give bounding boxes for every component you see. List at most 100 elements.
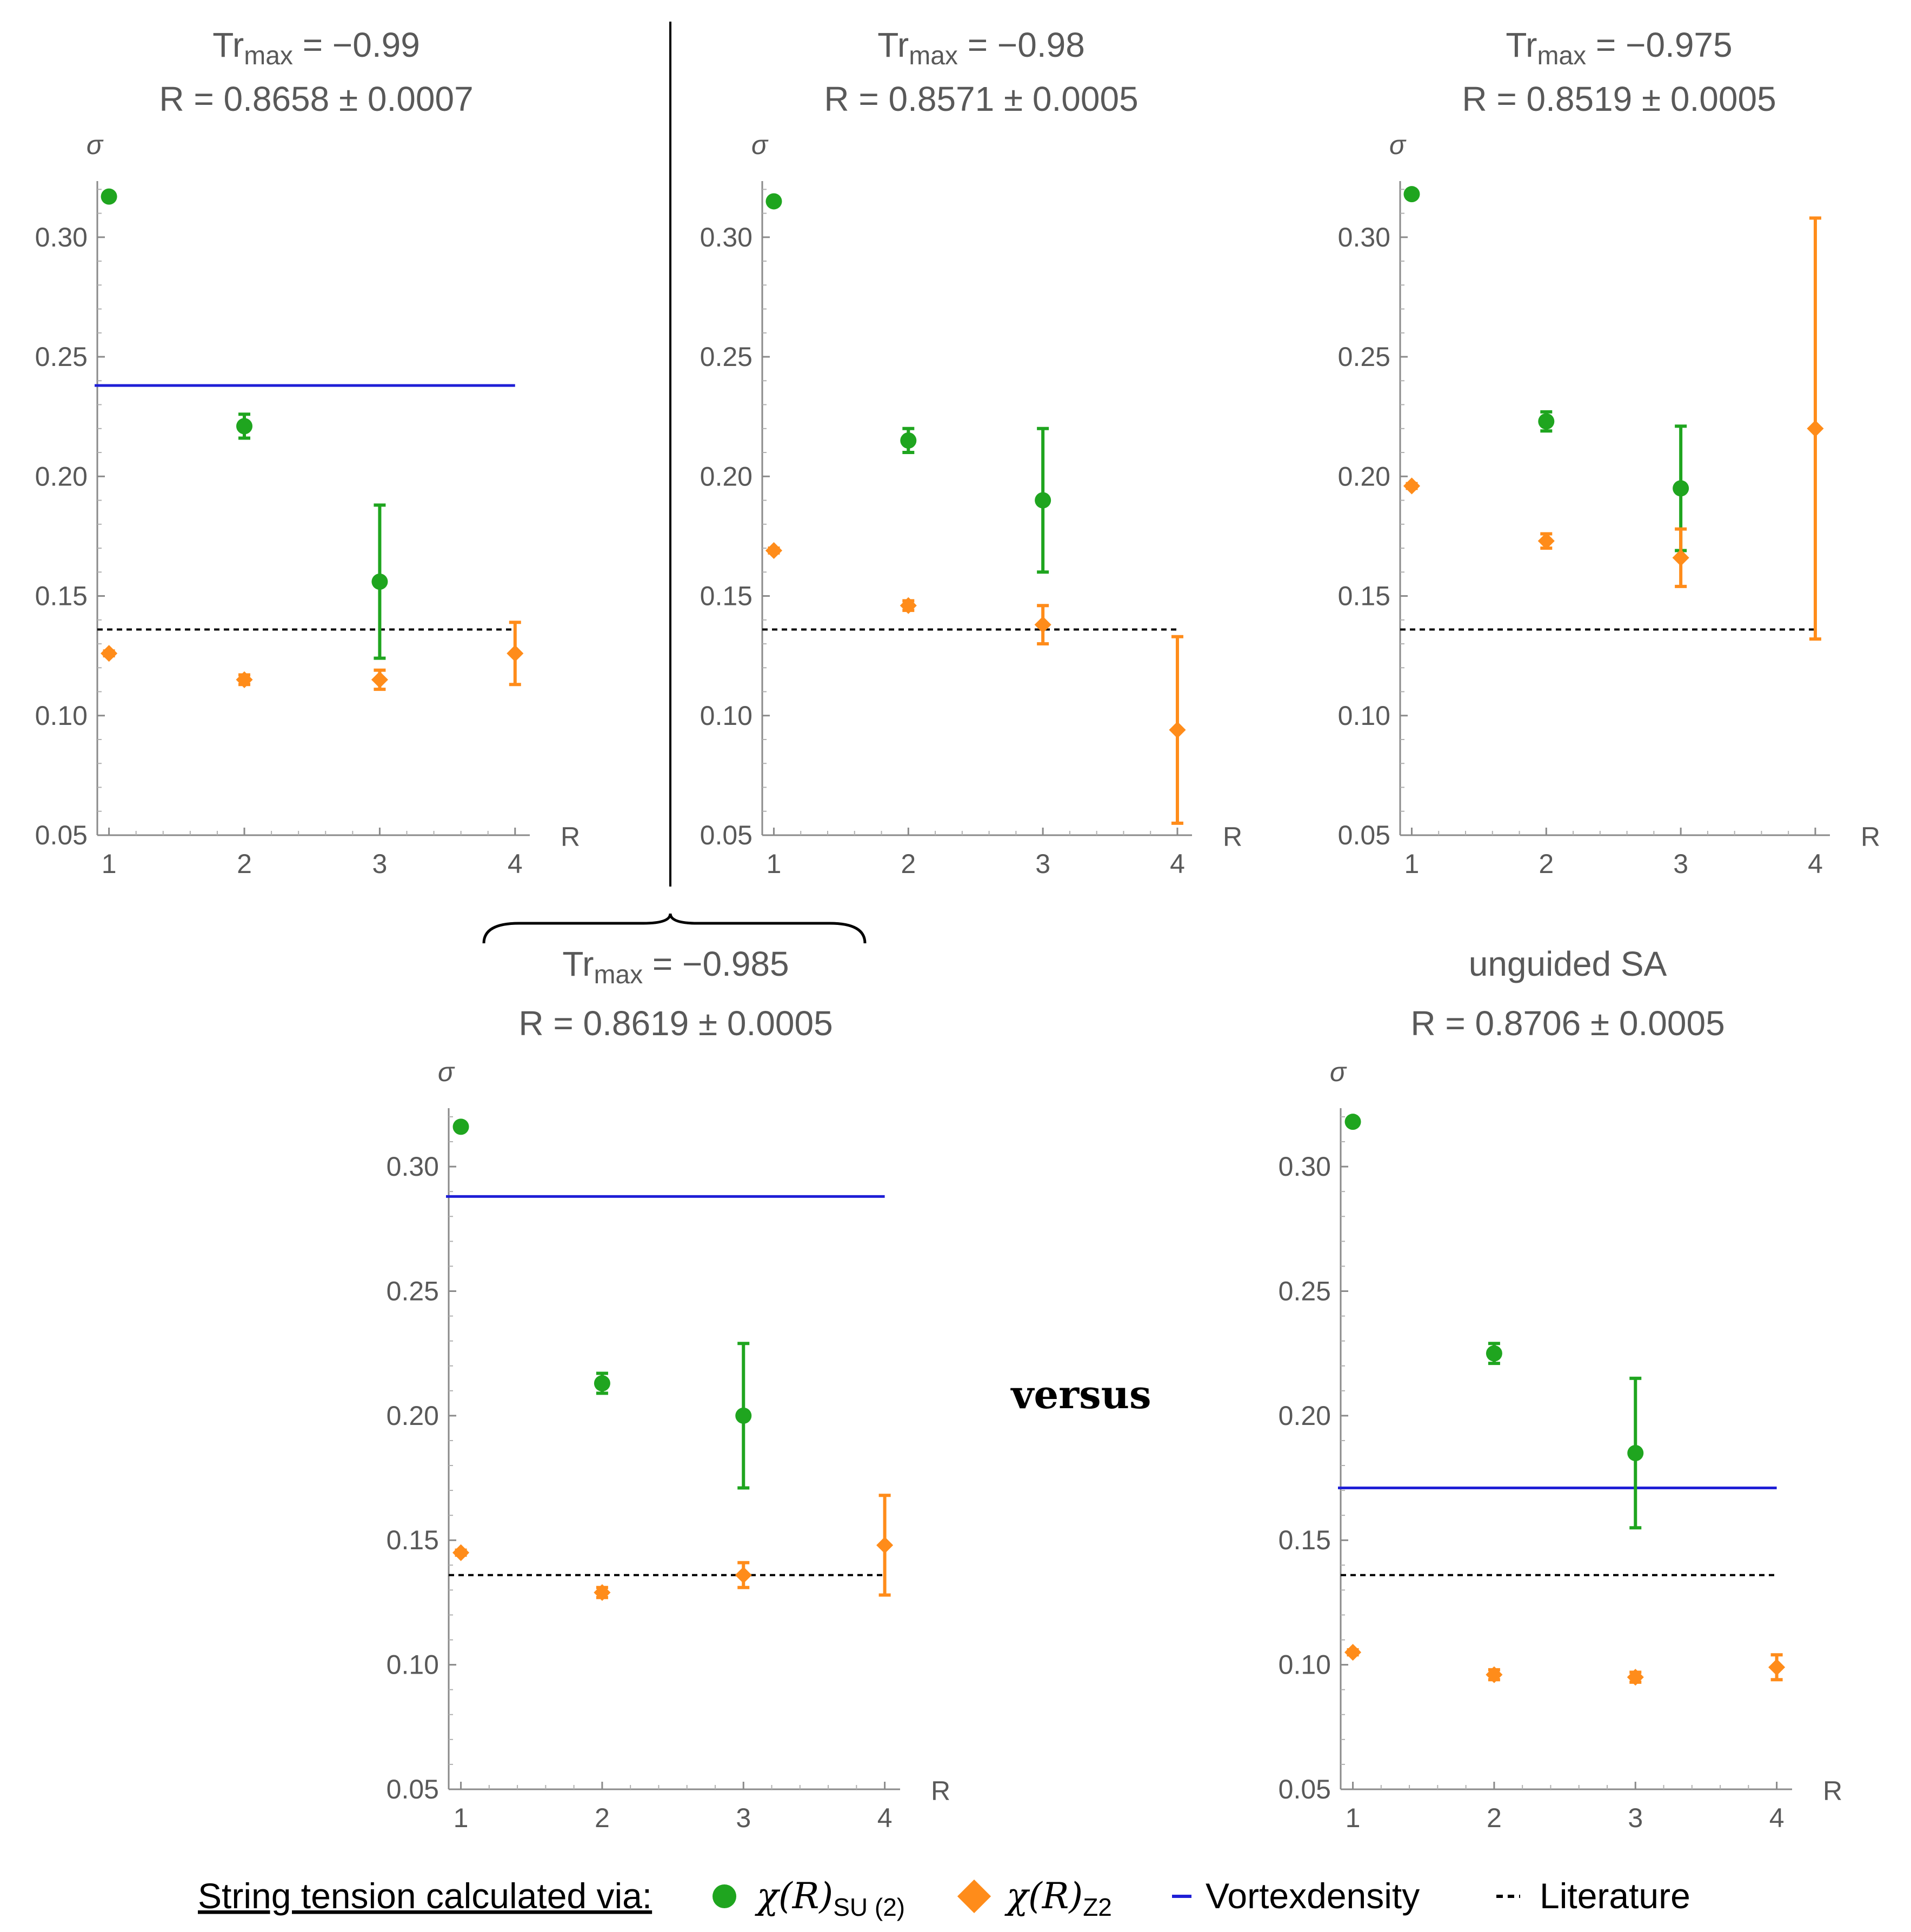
z2-point — [876, 1536, 894, 1554]
z2-point — [1486, 1666, 1503, 1683]
x-tick-label: 2 — [1539, 849, 1554, 879]
x-tick-label: 3 — [372, 849, 387, 879]
panel-title: Trmax = −0.985 — [562, 944, 789, 989]
title-tr-sub: max — [1537, 42, 1586, 70]
z2-point — [1034, 616, 1051, 634]
y-tick-label: 0.20 — [35, 461, 88, 491]
panel-trmax-0.98: Trmax = −0.98 R = 0.8571 ± 0.0005 σ R 0.05 0.… — [700, 25, 1242, 879]
x-tick-label: 1 — [102, 849, 117, 879]
y-tick-label: 0.10 — [35, 701, 88, 731]
y-tick-label: 0.05 — [700, 820, 753, 850]
y-tick-label: 0.30 — [1338, 222, 1390, 252]
y-tick-label: 0.15 — [1279, 1525, 1331, 1555]
panel-subtitle-r: R = 0.8706 ± 0.0005 — [1410, 1004, 1724, 1043]
su2-point — [1538, 413, 1555, 430]
y-tick-label: 0.20 — [387, 1401, 439, 1431]
z2-point — [900, 597, 917, 614]
y-tick-label: 0.05 — [1279, 1774, 1331, 1804]
y-tick-label: 0.30 — [387, 1151, 439, 1182]
z2-point — [1807, 420, 1824, 437]
panel-subtitle-r: R = 0.8519 ± 0.0005 — [1462, 79, 1776, 118]
x-tick-label: 3 — [1628, 1803, 1643, 1833]
y-tick-label: 0.20 — [700, 461, 753, 491]
x-tick-label: 1 — [1404, 849, 1420, 879]
y-axis-label: σ — [438, 1057, 455, 1087]
title-tr-sub: max — [594, 961, 643, 989]
su2-point — [236, 418, 252, 435]
legend-heading: String tension calculated via: — [198, 1876, 652, 1916]
panel-subtitle-r: R = 0.8571 ± 0.0005 — [824, 79, 1138, 118]
panel-title: unguided SA — [1469, 944, 1667, 983]
y-tick-label: 0.15 — [35, 581, 88, 611]
legend-su2-main: χ(R) — [755, 1875, 833, 1917]
x-tick-label: 4 — [508, 849, 523, 879]
y-tick-label: 0.25 — [35, 342, 88, 372]
title-tr: Tr — [877, 25, 909, 64]
title-tr-sub: max — [244, 42, 293, 70]
su2-point — [1344, 1114, 1361, 1130]
z2-point — [594, 1584, 611, 1601]
z2-point — [1169, 721, 1186, 738]
z2-point — [236, 671, 253, 688]
x-axis-label: R — [561, 822, 580, 852]
legend-su2-sub: SU (2) — [833, 1893, 905, 1921]
su2-point — [452, 1118, 469, 1135]
legend-z2-main: χ(R) — [1004, 1875, 1083, 1917]
x-tick-label: 4 — [1808, 849, 1823, 879]
su2-point — [1486, 1345, 1502, 1362]
panel-subtitle-r: R = 0.8619 ± 0.0005 — [518, 1004, 833, 1043]
su2-point — [1035, 492, 1051, 509]
z2-point — [735, 1567, 752, 1584]
y-axis-label: σ — [1330, 1057, 1347, 1087]
title-tr-value: = −0.985 — [643, 944, 789, 983]
z2-point — [101, 645, 118, 662]
x-tick-label: 1 — [1346, 1803, 1361, 1833]
y-tick-label: 0.25 — [1279, 1276, 1331, 1306]
z2-point — [507, 645, 524, 662]
z2-point — [1537, 532, 1555, 550]
x-tick-label: 3 — [1035, 849, 1050, 879]
y-tick-label: 0.05 — [387, 1774, 439, 1804]
x-axis-label: R — [1861, 822, 1880, 852]
legend: String tension calculated via: χ(R)SU (2… — [198, 1875, 1690, 1921]
legend-z2-label: χ(R)Z2 — [1004, 1875, 1112, 1921]
x-axis-label: R — [1223, 822, 1242, 852]
legend-z2-sub: Z2 — [1083, 1893, 1112, 1921]
panel-trmax-0.975: Trmax = −0.975 R = 0.8519 ± 0.0005 σ R 0.05 0… — [1338, 25, 1880, 879]
versus-label: versus — [1010, 1371, 1151, 1417]
x-tick-label: 1 — [454, 1803, 469, 1833]
y-axis-label: σ — [751, 130, 769, 160]
y-axis-label: σ — [1389, 130, 1407, 160]
z2-point — [1344, 1644, 1362, 1661]
su2-point — [1673, 480, 1689, 497]
x-tick-label: 3 — [1673, 849, 1688, 879]
legend-literature-label: Literature — [1540, 1876, 1690, 1916]
x-axis-label: R — [1823, 1776, 1842, 1806]
title-tr: Tr — [1506, 25, 1537, 64]
su2-point — [101, 188, 117, 205]
su2-point — [1627, 1444, 1644, 1461]
y-tick-label: 0.25 — [1338, 342, 1390, 372]
y-tick-label: 0.20 — [1279, 1401, 1331, 1431]
x-tick-label: 2 — [1487, 1803, 1502, 1833]
x-tick-label: 1 — [767, 849, 782, 879]
y-tick-label: 0.10 — [700, 701, 753, 731]
y-tick-label: 0.20 — [1338, 461, 1390, 491]
y-tick-label: 0.10 — [387, 1650, 439, 1680]
y-tick-label: 0.25 — [700, 342, 753, 372]
legend-su2-label: χ(R)SU (2) — [755, 1875, 905, 1921]
panel-trmax-0.99: Trmax = −0.99 R = 0.8658 ± 0.0007 σ R 0.05 0.… — [35, 25, 580, 879]
y-tick-label: 0.30 — [35, 222, 88, 252]
x-tick-label: 4 — [877, 1803, 893, 1833]
su2-point — [594, 1375, 610, 1391]
su2-point — [765, 193, 782, 210]
su2-point — [900, 432, 917, 449]
y-tick-label: 0.10 — [1279, 1650, 1331, 1680]
su2-point — [371, 573, 388, 590]
z2-point — [1768, 1658, 1786, 1676]
x-tick-label: 2 — [901, 849, 916, 879]
title-tr: Tr — [562, 944, 594, 983]
title-tr-sub: max — [909, 42, 958, 70]
title-tr: Tr — [212, 25, 244, 64]
y-tick-label: 0.15 — [1338, 581, 1390, 611]
